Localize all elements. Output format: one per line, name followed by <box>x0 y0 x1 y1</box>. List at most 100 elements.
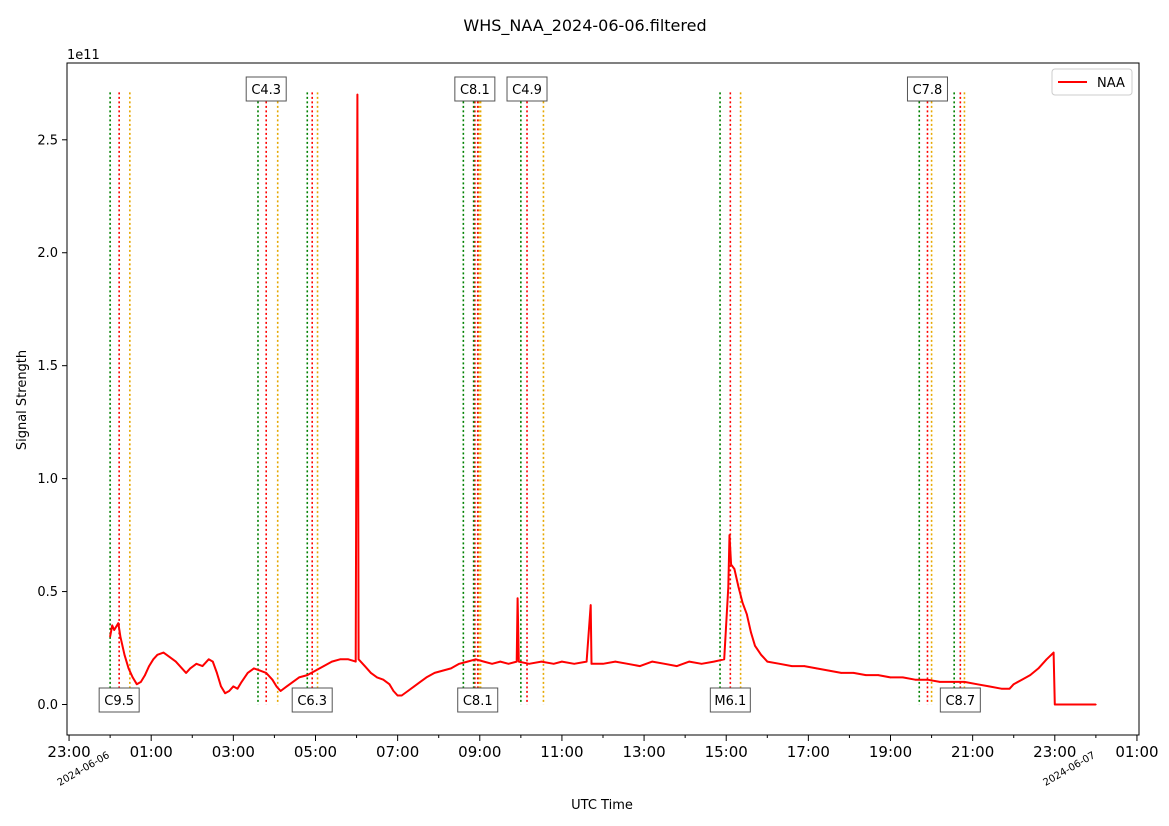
y-tick-label-5: 2.5 <box>37 133 58 148</box>
flare-label-box-2 <box>291 687 333 713</box>
data-point-0-47 <box>354 660 357 663</box>
flare-label-5: C4.9 <box>512 83 542 98</box>
data-point-0-90 <box>688 660 691 663</box>
data-point-0-117 <box>926 678 929 681</box>
data-point-0-19 <box>189 667 191 670</box>
data-point-0-36 <box>275 685 278 688</box>
data-point-0-43 <box>322 665 325 667</box>
data-point-0-29 <box>236 687 239 690</box>
data-point-0-57 <box>400 694 403 697</box>
data-point-0-87 <box>651 660 654 663</box>
y-tick-label-1: 0.5 <box>37 585 58 600</box>
data-point-0-94 <box>727 586 730 588</box>
data-point-0-26 <box>224 692 226 694</box>
data-point-0-4 <box>119 635 122 638</box>
flare-label-7: C7.8 <box>913 83 943 98</box>
flare-label-box-8 <box>939 687 981 713</box>
flare-label-2: C6.3 <box>297 694 327 709</box>
data-point-0-10 <box>144 674 146 676</box>
data-point-0-34 <box>265 672 268 674</box>
data-point-0-79 <box>573 663 575 665</box>
flare-label-8: C8.7 <box>945 694 975 709</box>
data-point-0-102 <box>754 645 756 647</box>
data-point-0-51 <box>370 672 372 674</box>
y-axis: 0.0 0.5 1.0 1.5 2.0 2.5 <box>37 133 67 713</box>
data-point-0-91 <box>700 663 703 665</box>
flare-labels: C9.5 C4.3 C6.3 C8.1 C8.1 C4.9 M6.1 C7.8 C8.7 <box>98 76 981 713</box>
data-point-0-76 <box>540 660 543 663</box>
data-point-0-118 <box>939 681 941 683</box>
data-point-0-6 <box>127 667 130 670</box>
data-point-0-9 <box>140 681 142 683</box>
legend-label-naa: NAA <box>1097 76 1125 91</box>
data-point-0-115 <box>902 676 904 679</box>
data-point-0-98 <box>737 586 740 588</box>
data-point-0-3 <box>117 622 120 624</box>
data-point-0-80 <box>585 660 588 663</box>
data-point-0-104 <box>766 660 769 663</box>
data-point-0-110 <box>840 672 842 674</box>
data-point-0-85 <box>626 663 629 665</box>
data-point-0-84 <box>614 660 617 663</box>
data-point-0-93 <box>723 658 725 661</box>
data-point-0-24 <box>216 672 218 674</box>
flare-label-4: C8.1 <box>463 694 493 709</box>
data-point-0-49 <box>357 658 360 661</box>
data-point-0-132 <box>1095 703 1097 706</box>
data-point-0-67 <box>474 658 477 661</box>
data-point-0-113 <box>877 674 879 676</box>
data-point-0-22 <box>207 658 210 661</box>
data-point-0-89 <box>676 665 678 667</box>
data-point-0-25 <box>220 685 222 688</box>
data-point-0-103 <box>760 654 762 656</box>
data-point-0-105 <box>778 663 781 665</box>
data-point-0-58 <box>407 690 409 692</box>
data-point-0-65 <box>458 663 461 665</box>
data-point-0-7 <box>131 676 134 679</box>
flare-label-box-7 <box>906 76 948 102</box>
data-point-0-71 <box>507 663 510 665</box>
x-tick-label-8: 15:00 <box>705 743 748 761</box>
data-point-0-33 <box>259 669 261 672</box>
data-point-0-73 <box>516 597 519 600</box>
data-point-0-62 <box>433 672 436 674</box>
data-point-0-88 <box>663 663 666 665</box>
data-point-0-15 <box>168 656 171 658</box>
data-point-0-35 <box>271 678 274 681</box>
flare-markers <box>109 92 966 705</box>
data-point-0-59 <box>413 685 415 688</box>
data-point-0-64 <box>450 667 452 670</box>
data-point-0-56 <box>396 694 399 697</box>
data-point-0-52 <box>376 676 378 679</box>
data-point-0-38 <box>285 685 288 688</box>
data-point-0-106 <box>791 665 793 667</box>
x-axis-label: UTC Time <box>571 798 633 813</box>
data-point-0-32 <box>253 667 255 670</box>
data-point-0-128 <box>1037 667 1040 670</box>
x-tick-label-11: 21:00 <box>951 743 994 761</box>
x-tick-label-7: 13:00 <box>622 743 665 761</box>
data-point-0-21 <box>201 665 204 667</box>
x-tick-label-1: 01:00 <box>130 743 173 761</box>
y-tick-label-4: 2.0 <box>37 246 58 261</box>
data-point-0-81 <box>589 604 592 606</box>
data-point-0-68 <box>483 660 485 663</box>
data-point-0-60 <box>419 681 422 683</box>
data-point-0-95 <box>728 534 731 536</box>
data-point-0-108 <box>815 667 818 670</box>
data-point-0-61 <box>425 676 428 679</box>
data-point-0-116 <box>914 678 916 681</box>
x-axis: 23:00 01:00 03:00 05:00 07:00 09:00 11:00 13:00… <box>47 735 1159 789</box>
data-point-0-53 <box>382 678 385 681</box>
x-tick-label-4: 07:00 <box>376 743 419 761</box>
flare-label-box-0 <box>98 687 140 713</box>
data-point-0-44 <box>331 660 333 663</box>
data-point-0-99 <box>741 602 744 604</box>
data-point-0-37 <box>279 690 282 692</box>
x-tick-label-10: 19:00 <box>869 743 912 761</box>
legend-box <box>1051 68 1133 96</box>
y-tick-label-2: 1.0 <box>37 472 58 487</box>
chart-title: WHS_NAA_2024-06-06.filtered <box>463 16 706 36</box>
x-tick-label-13: 01:00 <box>1115 743 1158 761</box>
data-point-0-8 <box>136 683 138 685</box>
